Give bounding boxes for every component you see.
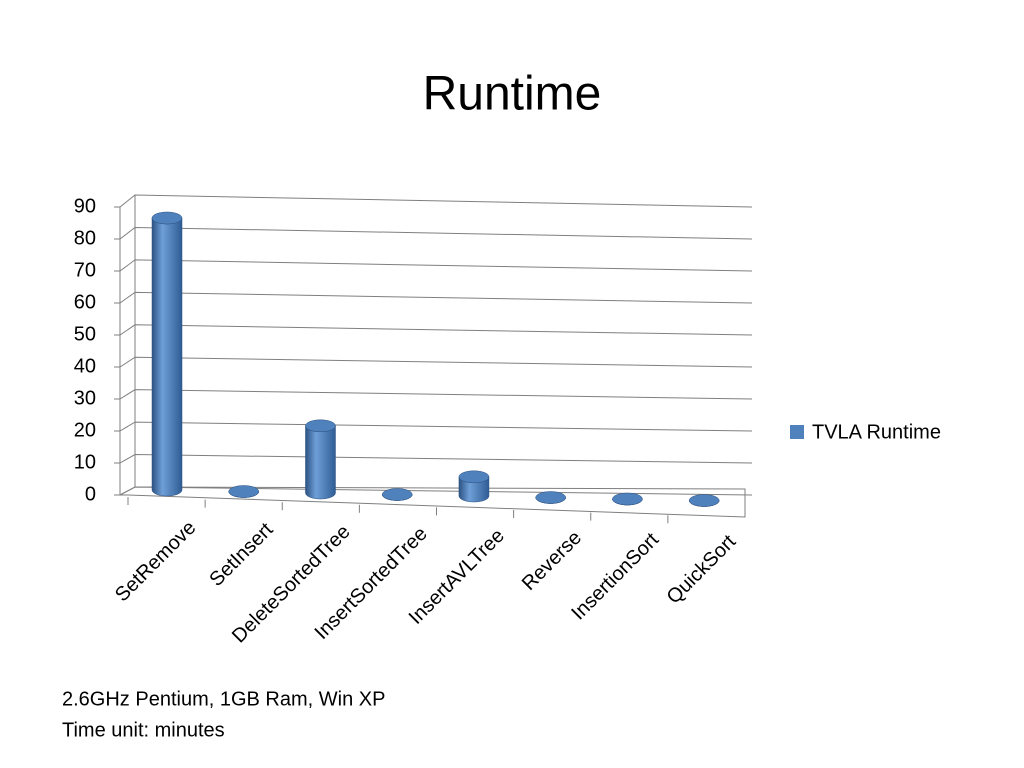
grid-line xyxy=(119,356,753,368)
chart-title: Runtime xyxy=(423,68,602,121)
bar xyxy=(151,217,183,497)
grid-line xyxy=(119,454,753,464)
y-tick-label: 80 xyxy=(74,227,96,249)
note: Time unit: minutes xyxy=(62,719,225,741)
bar-top xyxy=(151,211,183,225)
floor xyxy=(119,486,746,518)
y-tick-label: 40 xyxy=(74,355,96,377)
grid-line xyxy=(119,194,753,208)
legend-label: TVLA Runtime xyxy=(812,421,941,443)
y-tick-label: 70 xyxy=(74,259,96,281)
bar-top xyxy=(612,492,643,506)
bar-top xyxy=(381,488,413,501)
bar-top xyxy=(688,494,720,507)
x-tick-label: SetRemove xyxy=(111,517,200,606)
y-tick-label: 50 xyxy=(74,323,96,345)
x-tick-label: SetInsert xyxy=(205,518,277,590)
bar-top xyxy=(228,485,259,498)
y-tick-label: 30 xyxy=(74,387,96,409)
y-tick-label: 90 xyxy=(74,195,96,217)
y-tick-label: 10 xyxy=(74,451,96,473)
bar-top xyxy=(535,491,566,504)
x-tick-label: Reverse xyxy=(518,527,586,595)
legend-swatch xyxy=(790,425,804,439)
note: 2.6GHz Pentium, 1GB Ram, Win XP xyxy=(62,688,385,710)
bar-top xyxy=(305,419,336,433)
grid-line xyxy=(119,291,753,304)
y-tick-label: 20 xyxy=(74,419,96,441)
grid-line xyxy=(119,226,753,240)
y-tick-label: 0 xyxy=(85,483,96,505)
bar xyxy=(305,425,336,500)
grid-line xyxy=(119,259,753,272)
bar-top xyxy=(458,470,490,484)
x-tick-label: QuickSort xyxy=(663,530,741,608)
grid-line xyxy=(119,324,753,336)
grid-line xyxy=(119,421,753,432)
grid-line xyxy=(119,389,753,400)
y-tick-label: 60 xyxy=(74,291,96,313)
